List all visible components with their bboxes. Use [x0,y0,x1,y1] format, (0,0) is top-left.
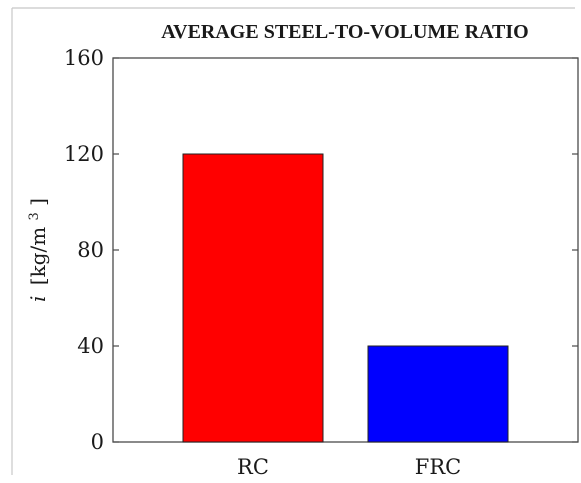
y-tick-label: 160 [64,46,104,70]
y-tick-label: 80 [77,238,104,262]
y-axis-label-exponent: 3 [27,212,42,220]
y-tick-label: 120 [64,142,104,166]
bar-rc [182,153,324,443]
x-axis-labels: RC FRC [237,455,461,479]
y-tick-label: 40 [77,334,104,358]
y-axis-ticks: 0 40 80 120 160 [64,46,578,454]
x-category-label: RC [237,455,269,479]
bar-frc [367,345,509,443]
y-axis-label: i [kg/m 3 ] [26,198,50,302]
y-tick-label: 0 [91,430,104,454]
y-axis-label-unit: [kg/m [26,227,50,285]
bars [182,153,509,443]
x-category-label: FRC [415,455,461,479]
y-axis-label-close: ] [26,198,50,206]
chart-title: AVERAGE STEEL-TO-VOLUME RATIO [161,21,528,43]
y-axis-label-symbol: i [26,296,50,302]
